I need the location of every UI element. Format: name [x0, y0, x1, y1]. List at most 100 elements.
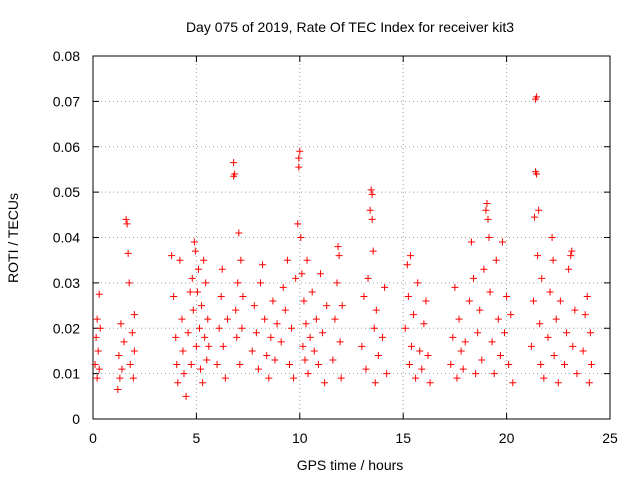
y-tick-label: 0.08: [53, 48, 80, 64]
data-point: [531, 213, 539, 221]
data-point: [129, 374, 137, 382]
data-point: [527, 342, 535, 350]
data-point: [549, 256, 557, 264]
data-point: [120, 338, 128, 346]
data-point: [221, 374, 229, 382]
data-point: [176, 256, 184, 264]
data-point: [190, 238, 198, 246]
x-tick-label: 10: [292, 430, 308, 446]
data-point: [333, 279, 341, 287]
data-point: [300, 297, 308, 305]
data-point: [335, 252, 343, 260]
data-point: [494, 315, 502, 323]
data-point: [237, 256, 245, 264]
data-point: [467, 238, 475, 246]
data-point: [94, 347, 102, 355]
data-point: [453, 374, 461, 382]
data-point: [331, 315, 339, 323]
data-point: [538, 274, 546, 282]
data-point: [483, 199, 491, 207]
data-point: [478, 356, 486, 364]
data-point: [319, 329, 327, 337]
data-point: [285, 361, 293, 369]
data-point: [533, 93, 541, 101]
data-point: [302, 320, 310, 328]
data-point: [503, 292, 511, 300]
data-point: [422, 297, 430, 305]
data-point: [231, 170, 239, 178]
data-point: [91, 361, 99, 369]
data-point: [535, 206, 543, 214]
data-point: [188, 274, 196, 282]
data-points: [91, 93, 595, 400]
data-point: [507, 311, 515, 319]
y-tick-label: 0.07: [53, 93, 80, 109]
data-point: [501, 329, 509, 337]
data-point: [128, 329, 136, 337]
data-point: [579, 347, 587, 355]
data-point: [310, 347, 318, 355]
data-point: [537, 361, 545, 369]
data-point: [486, 288, 494, 296]
data-point: [581, 311, 589, 319]
x-axis-label: GPS time / hours: [297, 457, 404, 473]
data-point: [96, 324, 104, 332]
data-point: [536, 320, 544, 328]
data-point: [200, 256, 208, 264]
axis-ticks: 0 5 10 15 20 25 0 0.01 0.02 0.03 0.04 0.05 0.06 0.07 0…: [53, 48, 618, 446]
data-point: [168, 252, 176, 260]
data-point: [271, 356, 279, 364]
data-point: [218, 265, 226, 273]
data-point: [371, 379, 379, 387]
data-point: [505, 361, 513, 369]
data-point: [314, 361, 322, 369]
data-point: [406, 252, 414, 260]
data-point: [569, 342, 577, 350]
data-point: [424, 351, 432, 359]
data-point: [92, 333, 100, 341]
data-point: [534, 252, 542, 260]
data-point: [362, 365, 370, 373]
data-point: [410, 311, 418, 319]
data-point: [567, 252, 575, 260]
data-point: [230, 159, 238, 167]
data-point: [232, 306, 240, 314]
data-point: [550, 351, 558, 359]
data-point: [265, 374, 273, 382]
grid-lines: [93, 56, 610, 419]
data-point: [297, 234, 305, 241]
data-point: [554, 379, 562, 387]
data-point: [130, 347, 138, 355]
data-point: [125, 279, 133, 287]
data-point: [496, 351, 504, 359]
data-point: [182, 392, 190, 400]
data-point: [217, 292, 225, 300]
data-point: [191, 247, 199, 255]
data-point: [290, 374, 298, 382]
data-point: [369, 247, 377, 255]
data-point: [213, 361, 221, 369]
data-point: [548, 234, 556, 241]
data-point: [250, 302, 258, 310]
data-point: [303, 256, 311, 264]
data-point: [252, 329, 260, 337]
data-point: [123, 220, 131, 228]
data-point: [294, 220, 302, 228]
data-point: [115, 351, 123, 359]
data-point: [492, 256, 500, 264]
data-point: [295, 163, 303, 171]
data-point: [95, 365, 103, 373]
data-point: [199, 379, 207, 387]
data-point: [184, 329, 192, 337]
data-point: [248, 347, 256, 355]
plot-frame: [92, 55, 611, 420]
data-point: [533, 170, 541, 178]
data-point: [174, 379, 182, 387]
data-point: [470, 274, 478, 282]
data-point: [472, 370, 480, 378]
data-point: [295, 154, 303, 162]
data-point: [485, 234, 493, 241]
data-point: [170, 292, 178, 300]
data-point: [461, 338, 469, 346]
data-point: [358, 342, 366, 350]
